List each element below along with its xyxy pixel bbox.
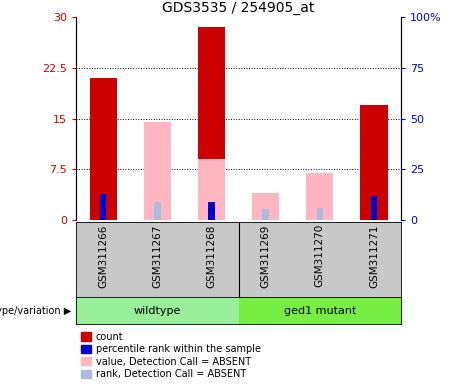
Bar [317,208,323,220]
Bar [198,27,225,220]
Bar [89,78,117,220]
Bar [154,202,160,220]
Bar [306,173,333,220]
Bar [100,194,106,220]
Text: GSM311271: GSM311271 [369,224,379,288]
Text: GSM311268: GSM311268 [207,224,217,288]
Text: GSM311270: GSM311270 [315,224,325,288]
Title: GDS3535 / 254905_at: GDS3535 / 254905_at [162,1,315,15]
Text: wildtype: wildtype [134,306,181,316]
Text: GSM311269: GSM311269 [260,224,271,288]
Text: GSM311266: GSM311266 [98,224,108,288]
Bar [239,297,401,324]
Bar [252,193,279,220]
Text: ged1 mutant: ged1 mutant [284,306,356,316]
Bar [361,105,388,220]
Bar [144,122,171,220]
Bar [262,209,269,220]
Bar [371,196,377,220]
Bar [198,159,225,220]
Legend: count, percentile rank within the sample, value, Detection Call = ABSENT, rank, : count, percentile rank within the sample… [81,332,260,379]
Bar [208,202,215,220]
Text: GSM311267: GSM311267 [152,224,162,288]
Text: genotype/variation ▶: genotype/variation ▶ [0,306,71,316]
Bar [76,297,238,324]
